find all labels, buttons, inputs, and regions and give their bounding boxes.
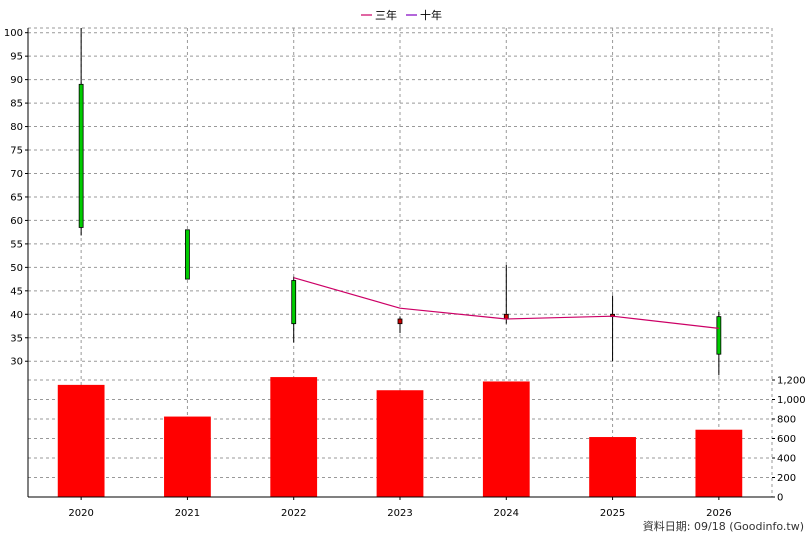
volume-tick-label: 1,000	[777, 395, 806, 406]
price-tick-label: 75	[10, 146, 23, 157]
candle-body	[185, 229, 190, 280]
price-panel	[78, 28, 722, 376]
volume-tick-label: 400	[777, 454, 796, 465]
volume-tick-label: 800	[777, 415, 796, 426]
volume-bar	[589, 437, 636, 497]
price-tick-label: 65	[10, 192, 23, 203]
x-tick-label: 2025	[600, 508, 625, 519]
legend-ma3-label: 三年	[375, 8, 397, 22]
candle-body	[397, 318, 403, 325]
price-tick-label: 50	[10, 263, 23, 274]
price-tick-label: 30	[10, 357, 23, 368]
x-tick-label: 2023	[387, 508, 412, 519]
price-tick-label: 100	[4, 28, 23, 39]
price-tick-label: 85	[10, 99, 23, 110]
price-tick-label: 40	[10, 310, 23, 321]
volume-panel	[57, 377, 743, 497]
candle-body	[78, 83, 84, 228]
x-tick-label: 2020	[68, 508, 93, 519]
price-tick-label: 95	[10, 52, 23, 63]
price-tick-label: 60	[10, 216, 23, 227]
axes: 30 35 40 45 50 55 60 65 70 75 80 85 90 95 100 0 200 400 60…	[4, 28, 806, 519]
volume-bar	[695, 429, 743, 497]
legend: 三年 十年	[361, 8, 442, 22]
candle-body	[716, 316, 722, 355]
volume-bar	[270, 377, 318, 497]
price-tick-label: 90	[10, 75, 23, 86]
volume-tick-label: 1,200	[777, 376, 806, 387]
price-tick-label: 80	[10, 122, 23, 133]
x-tick-label: 2021	[175, 508, 200, 519]
ma3-line	[293, 277, 719, 329]
volume-bar	[57, 384, 105, 497]
volume-bar	[376, 390, 424, 497]
x-tick-label: 2026	[706, 508, 731, 519]
volume-tick-label: 200	[777, 473, 796, 484]
data-date-footer: 資料日期: 09/18 (Goodinfo.tw)	[642, 520, 804, 533]
x-tick-label: 2024	[494, 508, 519, 519]
price-tick-label: 45	[10, 286, 23, 297]
volume-bar	[164, 416, 211, 497]
x-tick-label: 2022	[281, 508, 306, 519]
volume-bar	[482, 381, 530, 497]
price-tick-label: 35	[10, 333, 23, 344]
legend-ma10-label: 十年	[420, 8, 442, 22]
price-tick-label: 70	[10, 169, 23, 180]
price-tick-label: 55	[10, 239, 23, 250]
volume-tick-label: 0	[777, 493, 783, 504]
volume-tick-label: 600	[777, 434, 796, 445]
candle-body	[291, 280, 297, 325]
